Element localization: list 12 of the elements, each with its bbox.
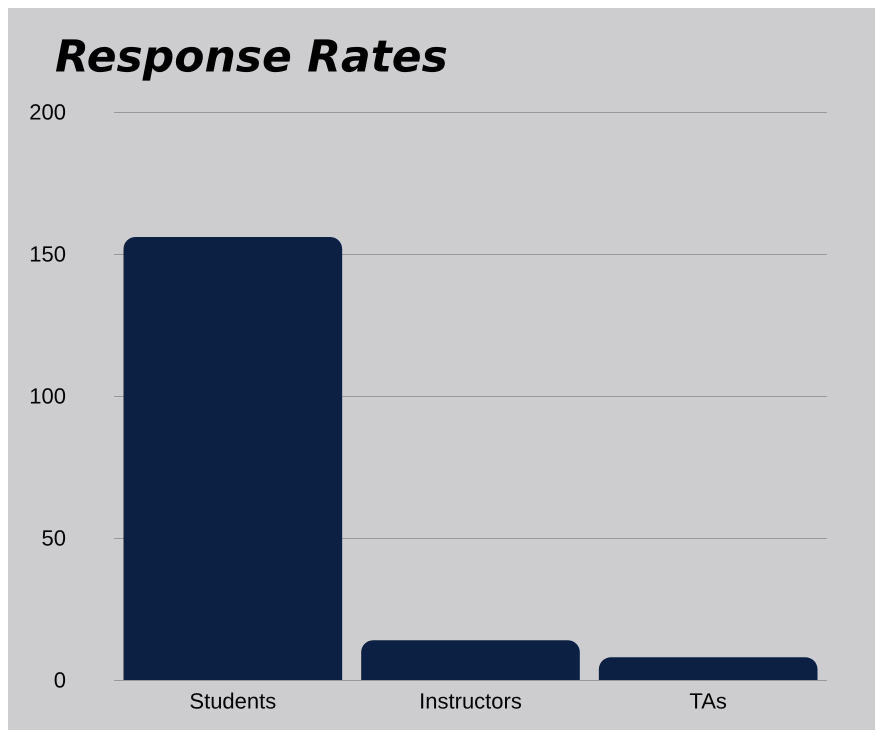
y-tick-label: 50 [42, 526, 66, 550]
chart-title: Response Rates [55, 32, 448, 82]
y-tick-label: 200 [29, 100, 66, 124]
x-tick-label: Students [189, 688, 276, 714]
y-tick-label: 100 [29, 384, 66, 408]
bar [124, 236, 342, 680]
bar [598, 657, 818, 680]
y-tick-label: 150 [29, 242, 66, 266]
bar [361, 640, 580, 680]
x-tick-label: Instructors [419, 688, 522, 714]
x-tick-label: TAs [689, 688, 727, 714]
y-tick-label: 0 [54, 668, 66, 692]
